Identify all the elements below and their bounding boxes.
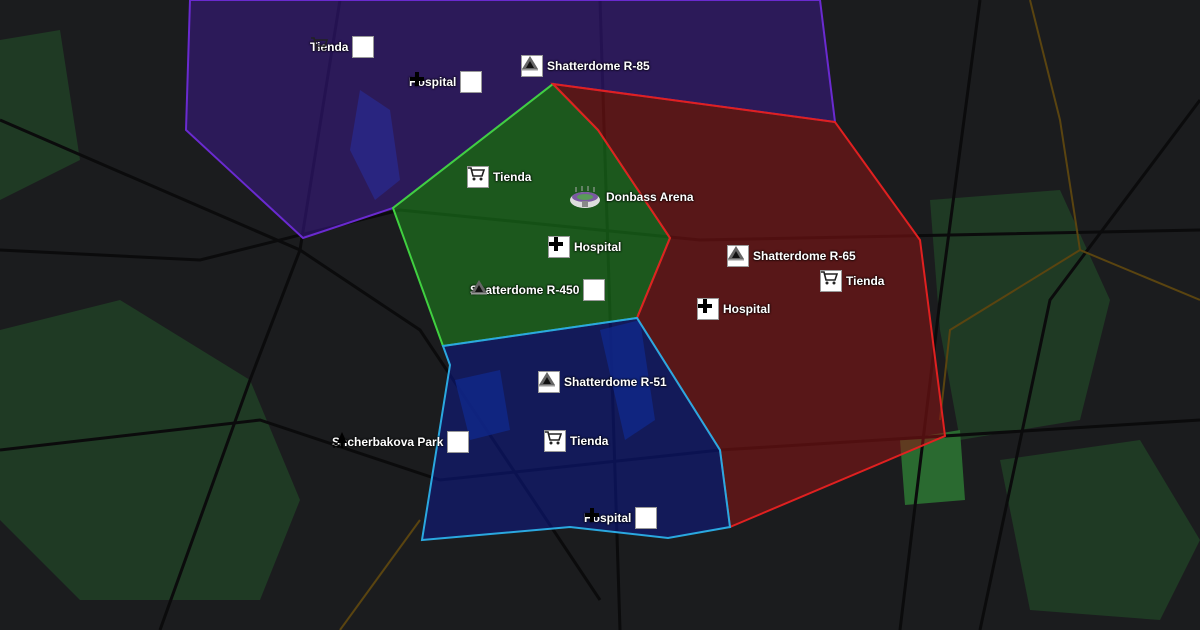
hospital-cross-icon[interactable] [697, 298, 719, 320]
stadium-icon[interactable] [568, 186, 602, 208]
marker-label: Tienda [570, 434, 609, 448]
marker-label: Tienda [310, 40, 349, 54]
map-marker[interactable]: Tienda [544, 430, 608, 452]
marker-label: Shcherbakova Park [332, 435, 444, 449]
map-marker[interactable]: Hospital [697, 298, 770, 320]
map-marker[interactable]: Tienda [467, 166, 531, 188]
map-marker[interactable]: Shatterdome R-65 [727, 245, 856, 267]
map-marker[interactable]: Tienda [310, 36, 375, 58]
map-marker[interactable]: Shatterdome R-450 [470, 279, 606, 301]
marker-label: Shatterdome R-51 [564, 375, 667, 389]
tent-icon[interactable] [471, 279, 606, 301]
marker-label: Shatterdome R-85 [547, 59, 650, 73]
background-parks [0, 30, 1200, 620]
park-tree-icon[interactable] [333, 431, 470, 453]
marker-label: Shatterdome R-450 [470, 283, 580, 297]
marker-label: Hospital [574, 240, 622, 254]
marker-label: Tienda [493, 170, 532, 184]
tent-icon[interactable] [538, 371, 560, 393]
tent-icon[interactable] [727, 245, 749, 267]
shopping-cart-icon[interactable] [311, 36, 375, 58]
map-marker[interactable]: Shcherbakova Park [332, 431, 470, 453]
hospital-cross-icon[interactable] [410, 71, 483, 93]
map-marker[interactable]: Tienda [820, 270, 884, 292]
shopping-cart-icon[interactable] [820, 270, 842, 292]
map-marker[interactable]: Hospital [409, 71, 483, 93]
map-marker[interactable]: Shatterdome R-85 [521, 55, 650, 77]
shopping-cart-icon[interactable] [467, 166, 489, 188]
shopping-cart-icon[interactable] [544, 430, 566, 452]
marker-label: Donbass Arena [606, 190, 694, 204]
map-marker[interactable]: Hospital [548, 236, 621, 258]
map-marker[interactable]: Shatterdome R-51 [538, 371, 667, 393]
tent-icon[interactable] [521, 55, 543, 77]
blue-zone[interactable] [420, 316, 732, 542]
marker-label: Hospital [723, 302, 771, 316]
marker-label: Tienda [846, 274, 885, 288]
map-marker[interactable]: Donbass Arena [568, 186, 694, 208]
hospital-cross-icon[interactable] [548, 236, 570, 258]
hospital-cross-icon[interactable] [585, 507, 658, 529]
marker-label: Shatterdome R-65 [753, 249, 856, 263]
map-marker[interactable]: Hospital [584, 507, 658, 529]
highway [339, 0, 1200, 630]
